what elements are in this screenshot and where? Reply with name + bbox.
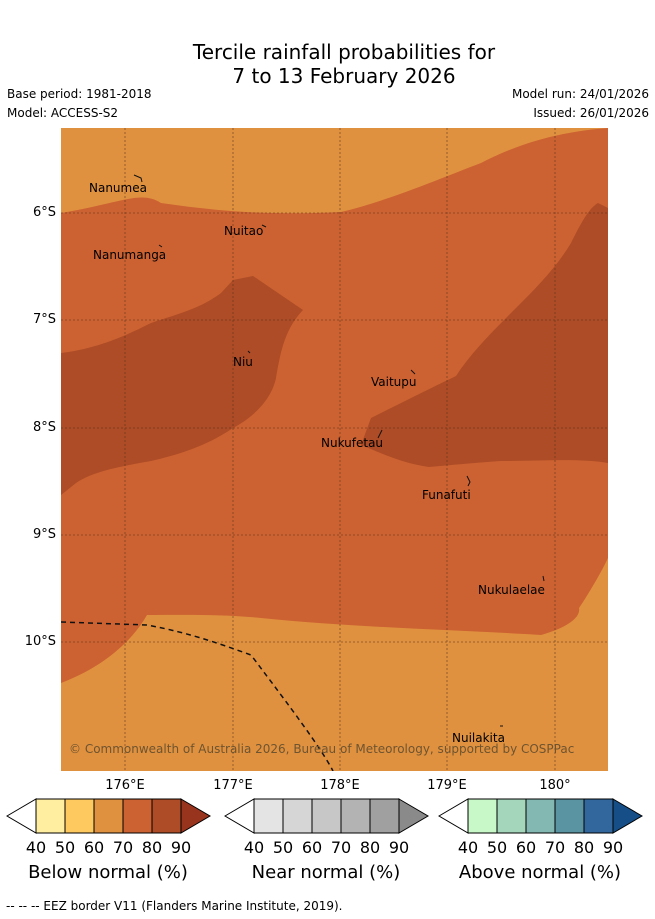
place-label: Nukufetau bbox=[321, 436, 384, 450]
legend-swatch bbox=[64, 798, 95, 834]
eez-footnote: -- -- -- EEZ border V11 (Flanders Marine… bbox=[6, 899, 343, 913]
legend-swatch bbox=[612, 798, 643, 834]
legend-title-above: Above normal (%) bbox=[458, 862, 622, 883]
tick-label: 40 bbox=[25, 838, 47, 857]
lon-label-177e: 177°E bbox=[213, 778, 253, 793]
place-label: Nanumea bbox=[89, 181, 147, 195]
tick-label: 60 bbox=[301, 838, 323, 857]
band-80-area-west bbox=[61, 276, 303, 495]
legend-below-normal bbox=[6, 798, 212, 840]
title-line-1: Tercile rainfall probabilities for bbox=[192, 40, 496, 64]
tick-label: 90 bbox=[602, 838, 624, 857]
map-svg bbox=[61, 128, 608, 771]
tick-label: 70 bbox=[112, 838, 134, 857]
map-title: Tercile rainfall probabilities for 7 to … bbox=[0, 40, 655, 88]
legend-bar-above bbox=[438, 798, 643, 834]
legend-title-near: Near normal (%) bbox=[251, 862, 401, 883]
band-80-area-east bbox=[361, 203, 608, 467]
lon-label-179e: 179°E bbox=[427, 778, 467, 793]
lat-label-7s: 7°S bbox=[32, 312, 56, 327]
copyright-notice: © Commonwealth of Australia 2026, Bureau… bbox=[69, 742, 575, 756]
model-run: Model run: 24/01/2026 bbox=[511, 87, 649, 101]
place-label: Nuitao bbox=[224, 224, 264, 238]
lon-label-176e: 176°E bbox=[105, 778, 145, 793]
lat-label-6s: 6°S bbox=[32, 205, 56, 220]
legend-above-normal bbox=[438, 798, 644, 840]
place-label: Funafuti bbox=[422, 488, 471, 502]
lat-label-9s: 9°S bbox=[32, 527, 56, 542]
legend-swatch bbox=[398, 798, 429, 834]
band-70-area bbox=[61, 128, 608, 683]
legend-swatch bbox=[340, 798, 371, 834]
legend-swatch bbox=[369, 798, 400, 834]
graticule bbox=[61, 128, 608, 771]
tick-label: 80 bbox=[141, 838, 163, 857]
legend-swatch bbox=[496, 798, 527, 834]
probability-map bbox=[61, 128, 608, 771]
place-label: Nukulaelae bbox=[478, 583, 545, 597]
legend-swatch bbox=[122, 798, 153, 834]
legend-bar-near bbox=[224, 798, 429, 834]
place-label: Vaitupu bbox=[371, 375, 417, 389]
legend-swatch bbox=[467, 798, 498, 834]
lon-label-180: 180° bbox=[539, 778, 571, 793]
place-label: Nuilakita bbox=[452, 731, 505, 745]
island-outlines bbox=[133, 174, 545, 727]
model-name: Model: ACCESS-S2 bbox=[7, 106, 119, 120]
issued-date: Issued: 26/01/2026 bbox=[533, 106, 649, 120]
legend-near-normal bbox=[224, 798, 430, 840]
title-line-2: 7 to 13 February 2026 bbox=[232, 64, 456, 88]
place-label: Niu bbox=[233, 355, 253, 369]
legend-swatch bbox=[525, 798, 556, 834]
tick-label: 60 bbox=[83, 838, 105, 857]
eez-border bbox=[61, 621, 334, 771]
tick-label: 40 bbox=[243, 838, 265, 857]
legend-swatch bbox=[554, 798, 585, 834]
legend-swatch bbox=[151, 798, 182, 834]
legend-swatch bbox=[583, 798, 614, 834]
tick-label: 90 bbox=[170, 838, 192, 857]
legend-swatch bbox=[253, 798, 284, 834]
legend-title-below: Below normal (%) bbox=[28, 862, 188, 883]
band-80-sliver bbox=[590, 373, 608, 378]
legend-swatch bbox=[180, 798, 211, 834]
legend-bar-below bbox=[6, 798, 211, 834]
tick-label: 80 bbox=[573, 838, 595, 857]
base-period: Base period: 1981-2018 bbox=[7, 87, 152, 101]
legend-swatch bbox=[311, 798, 342, 834]
tick-label: 40 bbox=[457, 838, 479, 857]
tick-label: 50 bbox=[486, 838, 508, 857]
lat-label-8s: 8°S bbox=[32, 420, 56, 435]
tick-label: 70 bbox=[330, 838, 352, 857]
tick-label: 60 bbox=[515, 838, 537, 857]
legend-swatch bbox=[93, 798, 124, 834]
tick-label: 80 bbox=[359, 838, 381, 857]
lat-label-10s: 10°S bbox=[24, 634, 56, 649]
tick-label: 90 bbox=[388, 838, 410, 857]
tick-label: 50 bbox=[272, 838, 294, 857]
tick-label: 70 bbox=[544, 838, 566, 857]
legend-swatch bbox=[282, 798, 313, 834]
place-label: Nanumanga bbox=[93, 248, 167, 262]
legend-swatch bbox=[35, 798, 66, 834]
lon-label-178e: 178°E bbox=[320, 778, 360, 793]
tick-label: 50 bbox=[54, 838, 76, 857]
